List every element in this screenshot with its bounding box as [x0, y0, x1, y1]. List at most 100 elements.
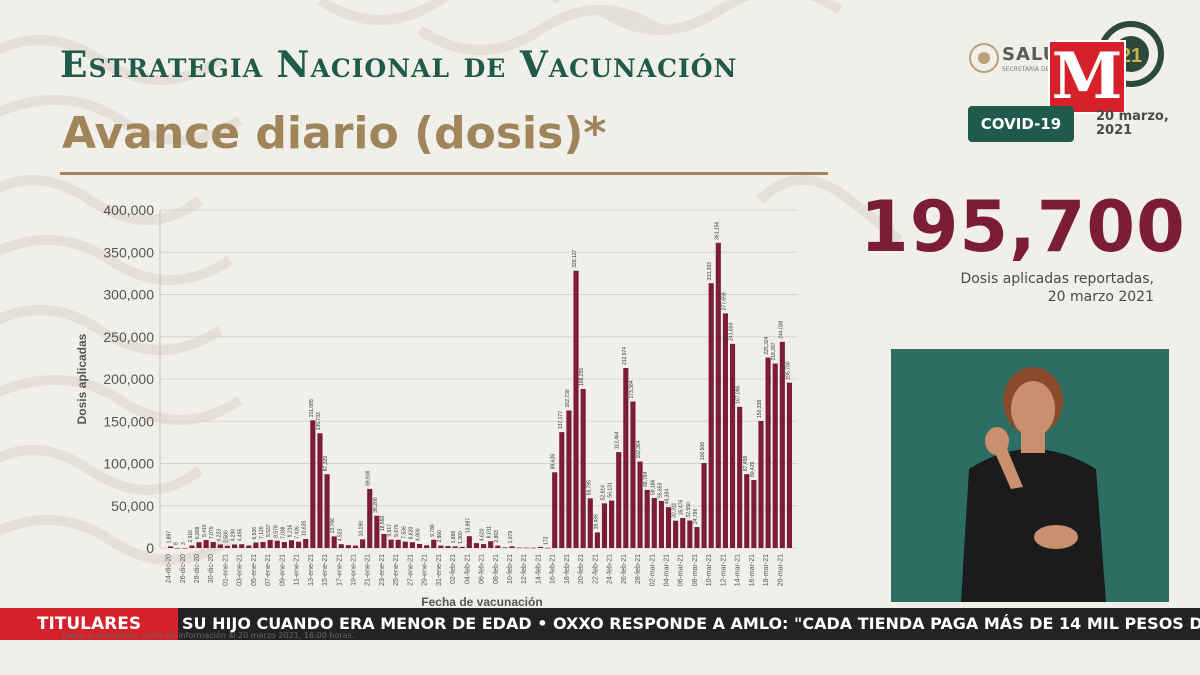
bar-data-label: 4,523 [337, 528, 343, 541]
bar-data-label: 1,888 [451, 531, 457, 544]
x-tick-label: 10-mar-21 [706, 554, 713, 586]
bar-data-label: 10,190 [359, 521, 365, 537]
bar [345, 545, 351, 548]
bar [210, 542, 216, 548]
x-tick-label: 02-feb-21 [450, 554, 457, 584]
y-tick-label: 350,000 [103, 244, 154, 260]
bar [573, 270, 579, 548]
x-tick-label: 11-ene-21 [294, 554, 301, 586]
salud-eagle-logo [969, 43, 999, 73]
bar-data-label: 2,916 [188, 530, 194, 543]
x-tick-label: 09-ene-21 [279, 554, 286, 586]
x-tick-label: 03-ene-21 [237, 554, 244, 586]
bar [224, 545, 231, 548]
bar [673, 520, 679, 548]
bar-data-label: 102,364 [636, 440, 642, 458]
bar [196, 542, 202, 548]
news-ticker-bar [0, 608, 1200, 640]
bar [424, 545, 430, 548]
bar [680, 518, 686, 548]
bar-data-label: 16,550 [380, 516, 386, 532]
bar-data-label: 35,476 [679, 500, 685, 516]
x-tick-label: 05-ene-21 [251, 554, 258, 586]
bar-data-label: 10,635 [302, 521, 308, 537]
bar [530, 547, 536, 549]
bar [338, 544, 344, 548]
bar [644, 489, 650, 548]
chart-footnote: Datos preliminares, corte de información… [62, 631, 355, 640]
bar-data-label: 2,900 [437, 530, 443, 543]
bar [175, 547, 181, 549]
bar [253, 542, 259, 548]
bar [694, 527, 700, 548]
bar [566, 410, 572, 548]
bar [601, 503, 608, 548]
y-tick-label: 400,000 [103, 202, 154, 218]
salud-logo-subtext: SECRETARÍA DE SALUD [1002, 66, 1072, 73]
bar-data-label: 9,216 [287, 524, 293, 537]
bar-data-label: 150,338 [757, 400, 763, 418]
x-tick-label: 26-feb-21 [621, 554, 628, 584]
bar-data-label: 9,917 [387, 524, 393, 537]
bar-data-label: 313,393 [707, 262, 713, 280]
bar [168, 546, 174, 548]
bar [687, 520, 693, 548]
bar-data-label: 6,526 [252, 527, 258, 540]
bar [303, 539, 309, 548]
y-tick-label: 200,000 [103, 371, 154, 387]
bar-data-label: 9,676 [394, 524, 400, 537]
bar [751, 480, 757, 548]
bar [665, 507, 672, 548]
covid-badge: COVID-19 [968, 106, 1074, 142]
bar-data-label: 225,324 [764, 336, 770, 354]
bar-data-label: 9,786 [430, 524, 436, 537]
bar-data-label: 80,429 [750, 462, 756, 478]
x-tick-label: 10-feb-21 [507, 554, 514, 584]
bar [637, 461, 643, 548]
x-tick-label: 08-feb-21 [493, 554, 500, 584]
caption-line1: Dosis aplicadas reportadas, [960, 271, 1154, 287]
bar-data-label: 9,537 [266, 524, 272, 537]
bar [722, 313, 728, 548]
x-tick-label: 15-ene-21 [322, 554, 329, 586]
interpreter-figure [891, 349, 1169, 602]
page-subtitle: Avance diario (dosis)* [62, 108, 607, 159]
bar-data-label: 100,508 [700, 442, 706, 460]
x-tick-label: 13-ene-21 [308, 554, 315, 586]
bar [459, 546, 465, 548]
bar [246, 545, 252, 548]
bar [232, 544, 238, 548]
bar [779, 341, 785, 548]
report-date-line1: 20 marzo, [1096, 109, 1169, 124]
x-tick-label: 12-feb-21 [521, 554, 528, 584]
bar [402, 541, 408, 548]
bar [274, 540, 280, 548]
bar [609, 500, 615, 548]
bar [260, 541, 266, 548]
bar [587, 498, 593, 548]
bar-data-label: 7,426 [295, 526, 301, 539]
x-tick-label: 25-ene-21 [393, 554, 400, 586]
title-divider [60, 172, 828, 175]
bar [537, 546, 544, 548]
x-tick-label: 30-dic-20 [208, 554, 215, 583]
x-tick-label: 20-feb-21 [578, 554, 585, 584]
x-tick-label: 04-feb-21 [464, 554, 471, 584]
bar-data-label: 135,733 [316, 412, 322, 430]
bar-data-label: 7,120 [259, 526, 265, 539]
bar [729, 343, 736, 548]
bar-data-label: 1,897 [167, 531, 173, 544]
report-date-line2: 2021 [1096, 123, 1133, 138]
bar [502, 547, 508, 548]
bar-data-label: 1,979 [508, 531, 514, 544]
bar [281, 542, 287, 548]
x-tick-label: 28-dic-20 [194, 554, 201, 583]
x-tick-label: 14-mar-21 [735, 554, 742, 586]
x-tick-label: 07-ene-21 [265, 554, 272, 586]
bar-data-label: 7,536 [401, 526, 407, 539]
bar [559, 432, 565, 548]
bar-data-label: 8,578 [273, 525, 279, 538]
bar-data-label: 4,455 [238, 529, 244, 542]
x-tick-label: 31-ene-21 [436, 554, 443, 586]
x-tick-label: 06-mar-21 [678, 554, 685, 586]
